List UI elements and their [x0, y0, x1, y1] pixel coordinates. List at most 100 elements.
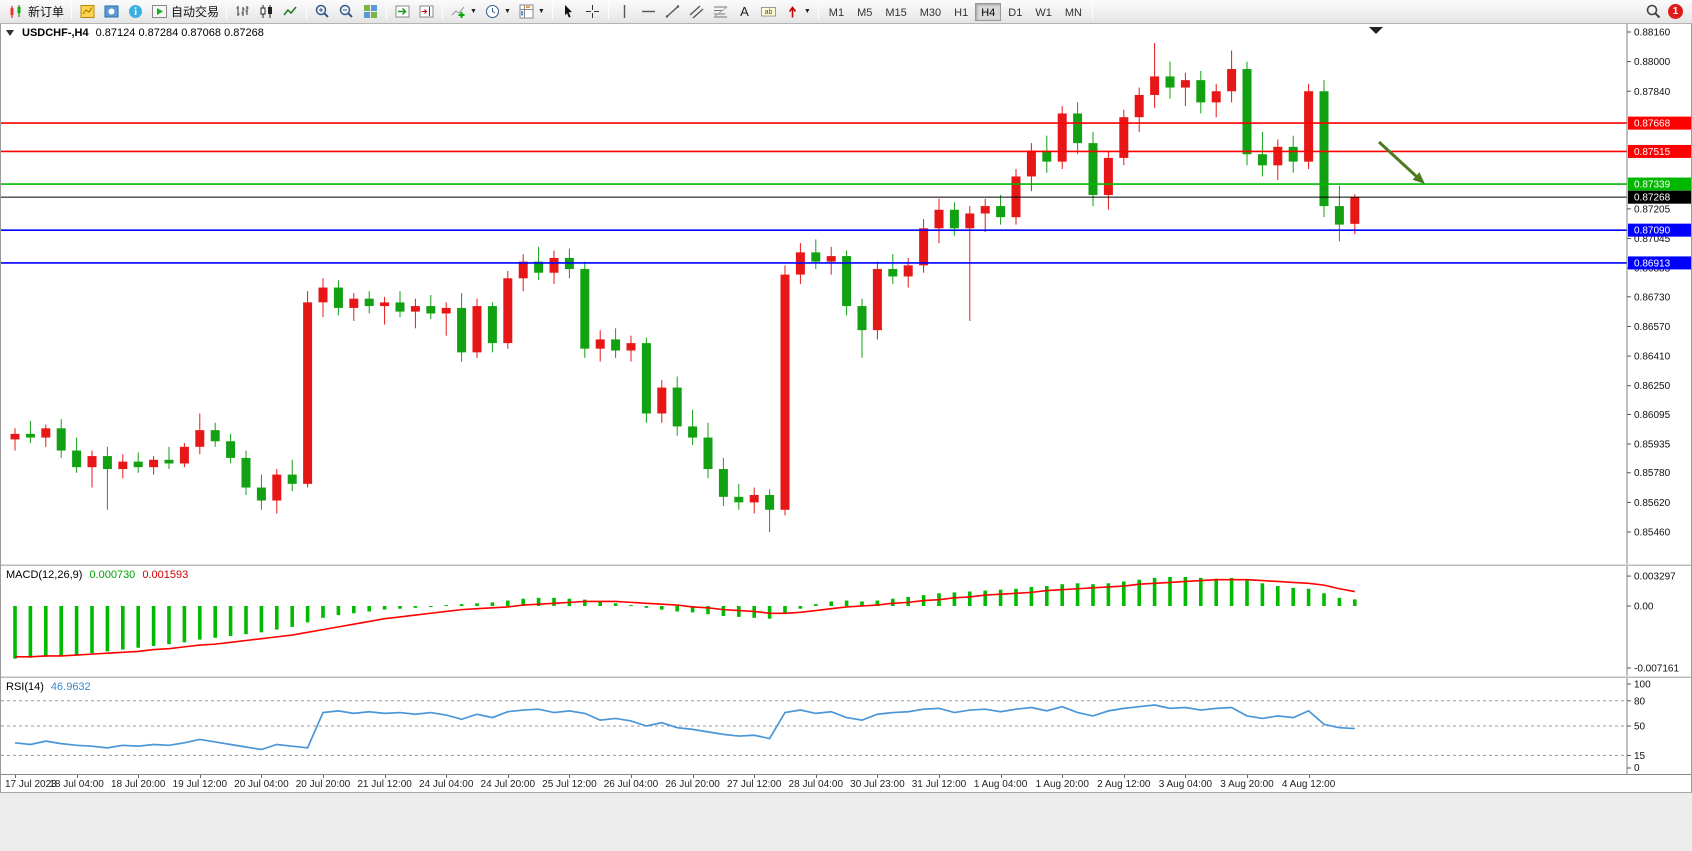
zoom-out-button[interactable]	[335, 2, 358, 22]
time-tick	[939, 775, 940, 778]
market-watch-button[interactable]	[76, 2, 99, 22]
time-label: 20 Jul 04:00	[234, 779, 289, 790]
trendline-button[interactable]	[661, 2, 684, 22]
time-tick	[199, 775, 201, 778]
timeframe-mn-button[interactable]: MN	[1064, 6, 1082, 19]
vertical-line-button[interactable]	[613, 2, 636, 22]
price-chart-canvas[interactable]: 0.881600.880000.878400.872050.870450.868…	[1, 24, 1691, 564]
chart-window: 0.881600.880000.878400.872050.870450.868…	[0, 24, 1692, 792]
autotrading-button[interactable]: 自动交易	[148, 2, 222, 22]
arrows-icon	[784, 3, 801, 20]
time-tick	[692, 775, 694, 778]
market-watch-icon	[79, 3, 96, 20]
timeframe-m1-button[interactable]: M1	[828, 6, 845, 19]
time-tick	[15, 775, 16, 778]
chart-shift-button[interactable]	[415, 2, 438, 22]
svg-text:0.87090: 0.87090	[1634, 226, 1671, 237]
notification-badge[interactable]: 1	[1668, 4, 1683, 19]
fibonacci-button[interactable]	[709, 2, 732, 22]
fibonacci-icon	[712, 3, 729, 20]
time-label: 27 Jul 12:00	[726, 779, 782, 790]
new-order-button[interactable]: 新订单	[5, 2, 67, 22]
timeframe-m15-button[interactable]: M15	[885, 6, 907, 19]
zoom-in-icon	[314, 3, 331, 20]
channel-icon	[688, 3, 705, 20]
panel-splitter[interactable]	[1, 676, 1691, 678]
chart-shift-icon	[418, 3, 435, 20]
crosshair-button[interactable]	[581, 2, 604, 22]
new-order-icon	[8, 3, 25, 20]
time-tick	[76, 775, 78, 778]
svg-text:0.86410: 0.86410	[1634, 352, 1671, 363]
rsi-value: 46.9632	[50, 681, 91, 693]
templates-caret-icon[interactable]: ▼	[537, 8, 545, 15]
bar-chart-button[interactable]	[231, 2, 254, 22]
timeframe-d1-button[interactable]: D1	[1008, 6, 1023, 19]
time-axis[interactable]: 17 Jul 2023 18 Jul 04:00 18 Jul 20:00 19 Ju…	[1, 774, 1691, 792]
arrows-caret-icon[interactable]: ▼	[803, 8, 811, 15]
toolbar-separator	[817, 3, 819, 20]
scroll-to-end-marker[interactable]	[1369, 27, 1383, 34]
search-icon	[1645, 3, 1662, 20]
toolbar-separator	[551, 3, 553, 20]
sell-arrow-annotation[interactable]	[1377, 140, 1425, 184]
line-chart-button[interactable]	[279, 2, 302, 22]
text-label-button[interactable]: ab	[757, 2, 780, 22]
templates-button[interactable]: ▼	[515, 2, 548, 22]
price-axis-marker-0.87268: 0.87268	[1628, 190, 1691, 204]
price-axis-marker-0.86913: 0.86913	[1628, 256, 1691, 270]
svg-text:ab: ab	[764, 9, 772, 16]
timeframe-h1-button[interactable]: H1	[954, 6, 969, 19]
cursor-button[interactable]	[557, 2, 580, 22]
svg-text:15: 15	[1634, 751, 1646, 762]
periods-icon	[484, 3, 501, 20]
time-tick	[323, 775, 324, 778]
svg-text:0.86730: 0.86730	[1634, 292, 1671, 303]
time-tick	[1000, 775, 1002, 778]
arrows-button[interactable]: ▼	[781, 2, 814, 22]
timeframe-m30-button[interactable]: M30	[919, 6, 942, 19]
svg-text:0.00: 0.00	[1634, 602, 1654, 613]
periods-button[interactable]: ▼	[481, 2, 514, 22]
time-label: 20 Jul 20:00	[295, 779, 351, 790]
time-label: 25 Jul 12:00	[542, 779, 597, 790]
main-chart-panel: 0.881600.880000.878400.872050.870450.868…	[1, 24, 1691, 564]
time-tick	[138, 775, 140, 778]
horizontal-line-button[interactable]	[637, 2, 660, 22]
one-click-trading-toggle[interactable]	[6, 30, 14, 36]
timeframe-w1-button[interactable]: W1	[1035, 6, 1052, 19]
bar-chart-icon	[234, 3, 251, 20]
auto-scroll-button[interactable]	[391, 2, 414, 22]
search-button[interactable]	[1642, 2, 1665, 22]
indicators-button[interactable]: ▼	[447, 2, 480, 22]
time-tick	[754, 775, 756, 778]
macd-canvas[interactable]: 0.003297 0.00 -0.007161	[1, 566, 1691, 676]
svg-text:0.003297: 0.003297	[1634, 572, 1676, 583]
periods-caret-icon[interactable]: ▼	[503, 8, 511, 15]
svg-text:0.88160: 0.88160	[1634, 28, 1671, 39]
data-window-button[interactable]	[124, 2, 147, 22]
tile-windows-button[interactable]	[359, 2, 382, 22]
rsi-canvas[interactable]: 100 80 50 150	[1, 678, 1691, 774]
trendline-icon	[664, 3, 681, 20]
time-label: 4 Aug 12:00	[1281, 779, 1336, 790]
indicators-caret-icon[interactable]: ▼	[470, 8, 477, 15]
timeframe-h4-button[interactable]: H4	[975, 2, 1002, 21]
timeframe-m5-button[interactable]: M5	[857, 6, 873, 19]
panel-splitter[interactable]	[1, 564, 1691, 566]
time-label: 3 Aug 20:00	[1220, 779, 1274, 790]
svg-text:-0.007161: -0.007161	[1634, 664, 1679, 675]
time-label: 26 Jul 04:00	[603, 779, 659, 790]
time-tick	[507, 775, 509, 778]
zoom-in-button[interactable]	[311, 2, 334, 22]
rsi-name: RSI(14)	[6, 681, 44, 693]
zoom-out-icon	[338, 3, 355, 20]
text-button[interactable]: A	[733, 2, 756, 22]
candlestick-chart-button[interactable]	[255, 2, 278, 22]
channel-button[interactable]	[685, 2, 708, 22]
svg-text:0.86095: 0.86095	[1634, 410, 1671, 421]
time-tick	[569, 775, 571, 778]
navigator-button[interactable]	[100, 2, 123, 22]
macd-panel: 0.003297 0.00 -0.007161 MACD(12,26,9) 0.00…	[1, 566, 1691, 676]
